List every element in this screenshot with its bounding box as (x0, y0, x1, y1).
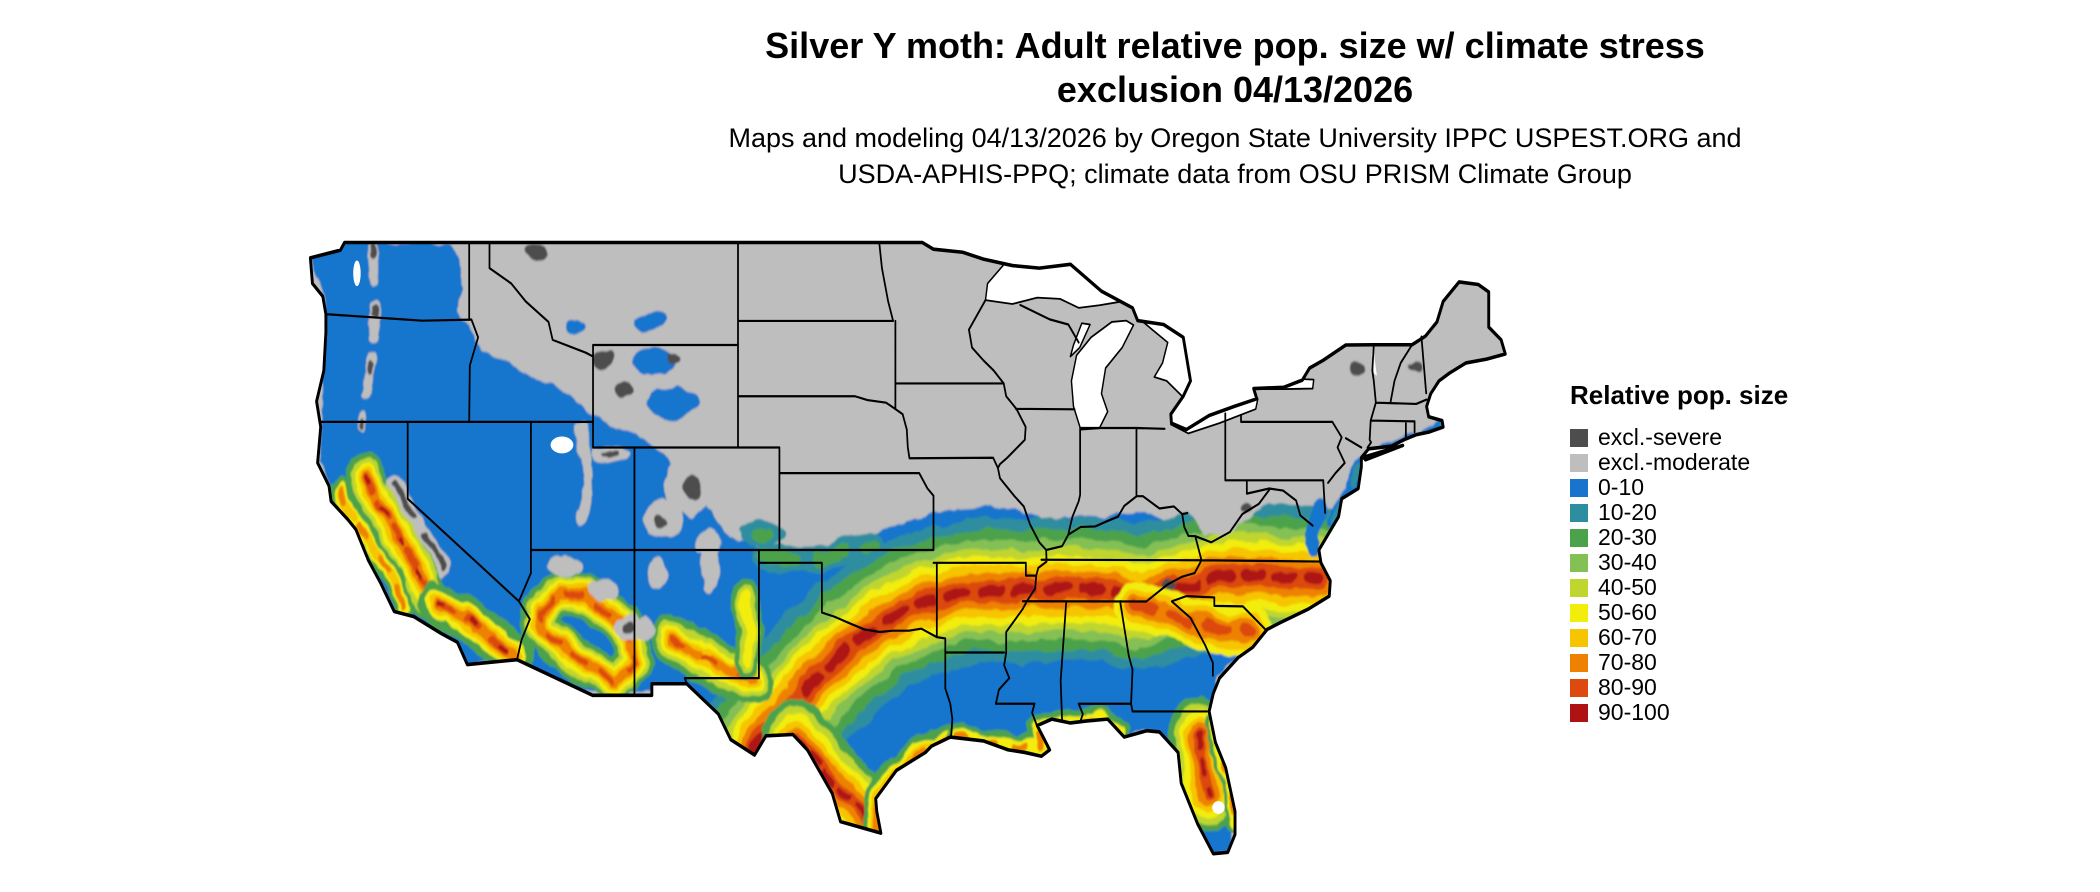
legend-item-label: excl.-severe (1598, 424, 1722, 450)
legend-item-label: 60-70 (1598, 624, 1657, 650)
legend-item-label: 40-50 (1598, 574, 1657, 600)
page-subtitle-line1: Maps and modeling 04/13/2026 by Oregon S… (728, 123, 1742, 153)
legend-swatch (1570, 553, 1588, 572)
legend-swatch (1570, 453, 1588, 472)
legend-item-label: 70-80 (1598, 649, 1657, 675)
map-layer-basin-patches (564, 312, 700, 420)
legend-swatch (1570, 653, 1588, 672)
us-map (300, 222, 1526, 878)
legend-title: Relative pop. size (1570, 380, 1789, 410)
legend-item: 30-40 (1570, 550, 1900, 575)
page-title-line1: Silver Y moth: Adult relative pop. size … (765, 25, 1705, 66)
map-layer-excluded-severe (362, 245, 1422, 633)
legend-item: excl.-moderate (1570, 450, 1900, 475)
puget-sound (353, 260, 361, 287)
legend-item: 0-10 (1570, 475, 1900, 500)
legend-item: 10-20 (1570, 500, 1900, 525)
map-band-central-florida (1200, 735, 1208, 794)
legend-swatch (1570, 528, 1588, 547)
legend-item-label: 10-20 (1598, 499, 1657, 525)
map-layer-popsize-low (310, 242, 1339, 854)
legend-swatch (1570, 628, 1588, 647)
green-bay (1069, 322, 1091, 358)
map-legend: Relative pop. size excl.-severe excl.-mo… (1570, 380, 1900, 725)
legend-item-label: 50-60 (1598, 599, 1657, 625)
legend-swatch (1570, 428, 1588, 447)
legend-item-label: excl.-moderate (1598, 449, 1751, 475)
map-blob-appalachian-tongue (1184, 480, 1263, 538)
legend-item: excl.-severe (1570, 425, 1900, 450)
legend-item-label: 80-90 (1598, 674, 1657, 700)
map-band-nm-tx-caprock (743, 596, 751, 663)
state-boundaries (319, 241, 1428, 739)
legend-swatch (1570, 578, 1588, 597)
legend-swatch (1570, 703, 1588, 722)
legend-swatch (1570, 503, 1588, 522)
page-title: Silver Y moth: Adult relative pop. size … (765, 24, 1705, 112)
legend-item: 40-50 (1570, 575, 1900, 600)
legend-rows: excl.-severe excl.-moderate 0-10 10-20 2… (1570, 425, 1900, 725)
great-salt-lake (550, 436, 574, 454)
legend-item: 80-90 (1570, 675, 1900, 700)
legend-item: 90-100 (1570, 700, 1900, 725)
legend-item: 70-80 (1570, 650, 1900, 675)
legend-swatch (1570, 603, 1588, 622)
legend-item-label: 20-30 (1598, 524, 1657, 550)
legend-item-label: 30-40 (1598, 549, 1657, 575)
map-band-piedmont-branch (1135, 604, 1253, 632)
map-band-ok-panhandle (764, 545, 874, 560)
legend-item: 20-30 (1570, 525, 1900, 550)
map-flipped-space (300, 222, 1526, 878)
page-title-line2: exclusion 04/13/2026 (1056, 69, 1414, 110)
legend-item-label: 90-100 (1598, 699, 1670, 725)
lake-michigan (1070, 319, 1135, 431)
legend-item: 60-70 (1570, 625, 1900, 650)
legend-item-label: 0-10 (1598, 474, 1645, 500)
legend-swatch (1570, 478, 1588, 497)
legend-swatch (1570, 678, 1588, 697)
lake-okeechobee (1212, 801, 1225, 814)
map-blob-se-colorado-core (750, 528, 774, 544)
page-subtitle: Maps and modeling 04/13/2026 by Oregon S… (728, 120, 1741, 192)
legend-item: 50-60 (1570, 600, 1900, 625)
page-subtitle-line2: USDA-APHIS-PPQ; climate data from OSU PR… (838, 159, 1632, 189)
